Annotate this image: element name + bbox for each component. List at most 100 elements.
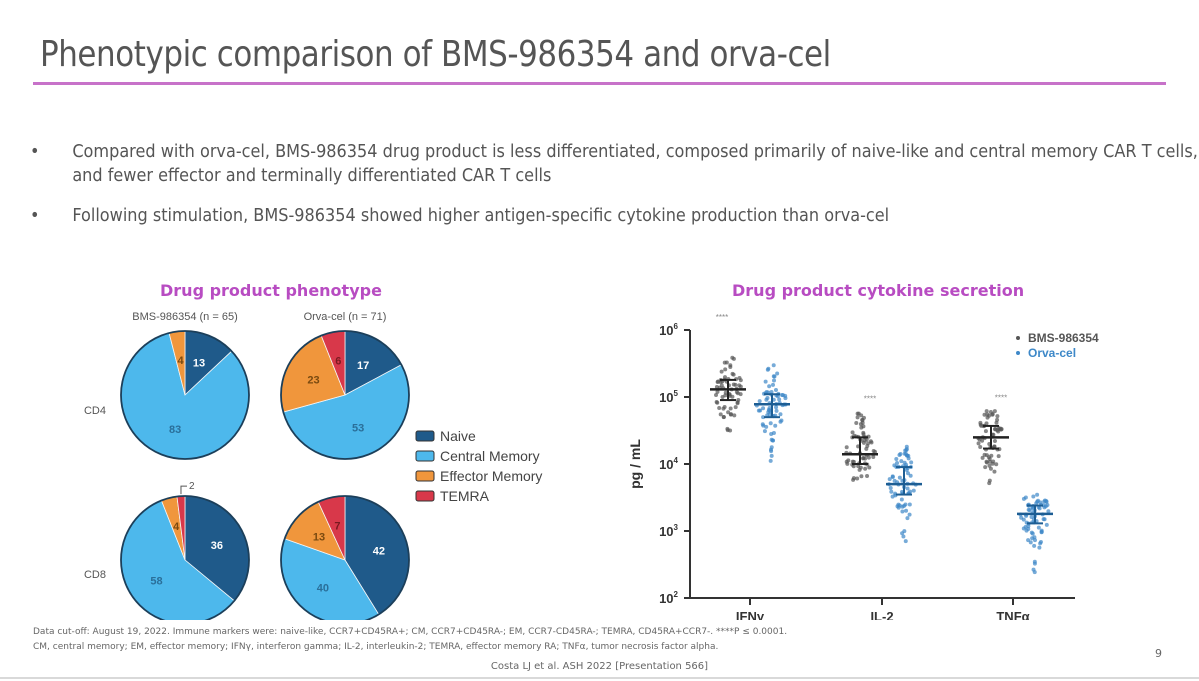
footnote-line-2: CM, central memory; EM, effector memory;… xyxy=(33,642,719,652)
data-point xyxy=(899,459,904,464)
legend-label: BMS-986354 xyxy=(1028,331,1099,345)
data-point xyxy=(1023,495,1028,500)
data-point xyxy=(771,431,776,436)
data-point xyxy=(728,412,733,417)
data-point xyxy=(772,378,777,383)
data-point xyxy=(989,453,994,458)
data-point xyxy=(1029,515,1034,520)
data-point xyxy=(900,509,905,514)
data-point xyxy=(734,390,739,395)
data-point xyxy=(890,474,895,479)
data-point xyxy=(762,429,767,434)
legend-label: Central Memory xyxy=(440,448,540,464)
legend-label: Naive xyxy=(440,428,476,444)
data-point xyxy=(855,415,860,420)
data-point xyxy=(888,486,893,491)
legend-swatch xyxy=(415,490,435,502)
data-point xyxy=(978,420,983,425)
data-point xyxy=(716,379,721,384)
data-point xyxy=(773,423,778,428)
data-point xyxy=(726,410,731,415)
pie-data-label: 13 xyxy=(313,531,325,543)
data-point xyxy=(992,444,997,449)
pie-outline xyxy=(120,330,250,460)
data-point xyxy=(868,439,873,444)
citation: Costa LJ et al. ASH 2022 [Presentation 5… xyxy=(490,661,709,672)
data-point xyxy=(1030,531,1035,536)
data-point xyxy=(850,459,855,464)
data-point xyxy=(767,406,772,411)
data-point xyxy=(715,400,720,405)
data-point xyxy=(908,473,913,478)
bullet-marker: • xyxy=(30,206,40,226)
data-point xyxy=(1021,517,1026,522)
data-point xyxy=(851,476,856,481)
pie-cd4-bms-986354: 13 83 4 xyxy=(120,330,250,460)
data-point xyxy=(769,445,774,450)
data-point xyxy=(761,406,766,411)
data-point xyxy=(1035,492,1040,497)
data-point xyxy=(737,383,742,388)
data-point xyxy=(980,455,985,460)
data-point xyxy=(887,477,892,482)
significance-label: **** xyxy=(716,313,728,322)
data-point xyxy=(978,445,983,450)
data-point xyxy=(714,385,719,390)
data-point xyxy=(728,428,733,433)
data-point xyxy=(994,420,999,425)
legend-item: Orva-cel xyxy=(1016,346,1076,360)
significance-label: **** xyxy=(995,394,1007,403)
data-point xyxy=(732,413,737,418)
data-point xyxy=(911,488,916,493)
data-point xyxy=(982,452,987,457)
pie-cd8-orva-cel: 42 40 13 7 xyxy=(280,495,410,620)
data-point xyxy=(1026,507,1031,512)
data-point xyxy=(904,448,909,453)
pie-data-label: 4 xyxy=(178,355,185,367)
data-point xyxy=(895,460,900,465)
data-point xyxy=(777,397,782,402)
y-axis-label: pg / mL xyxy=(627,439,643,489)
data-point xyxy=(769,390,774,395)
data-point xyxy=(845,461,850,466)
data-point xyxy=(733,405,738,410)
data-point xyxy=(987,463,992,468)
pie-data-label: 53 xyxy=(352,423,364,435)
data-point xyxy=(861,430,866,435)
data-point xyxy=(905,516,910,521)
data-point xyxy=(903,539,908,544)
data-point xyxy=(894,457,899,462)
data-point xyxy=(984,459,989,464)
data-point xyxy=(902,529,907,534)
data-point xyxy=(1038,541,1043,546)
series-orva-cel xyxy=(754,363,1053,575)
data-point xyxy=(714,393,719,398)
data-point xyxy=(984,409,989,414)
data-point xyxy=(767,384,772,389)
data-point xyxy=(904,508,909,513)
data-point xyxy=(738,378,743,383)
legend-item: TEMRA xyxy=(415,488,490,504)
data-point xyxy=(996,454,1001,459)
data-point xyxy=(773,387,778,392)
data-point xyxy=(909,460,914,465)
significance-label: **** xyxy=(864,394,876,403)
data-point xyxy=(855,476,860,481)
column-label-orva: Orva-cel (n = 71) xyxy=(304,311,387,323)
y-tick-label: 104 xyxy=(659,456,678,472)
data-point xyxy=(1039,529,1044,534)
data-point xyxy=(899,497,904,502)
data-point xyxy=(731,356,736,361)
data-point xyxy=(724,360,729,365)
pie-data-label: 2 xyxy=(189,481,195,492)
data-point xyxy=(767,412,772,417)
data-point xyxy=(765,395,770,400)
data-point xyxy=(987,478,992,483)
bullet-list: • Compared with orva-cel, BMS-986354 dru… xyxy=(30,140,1198,244)
data-point xyxy=(774,408,779,413)
data-point xyxy=(1032,559,1037,564)
legend-label: TEMRA xyxy=(440,488,490,504)
data-point xyxy=(983,465,988,470)
data-point xyxy=(897,475,902,480)
data-point xyxy=(722,404,727,409)
